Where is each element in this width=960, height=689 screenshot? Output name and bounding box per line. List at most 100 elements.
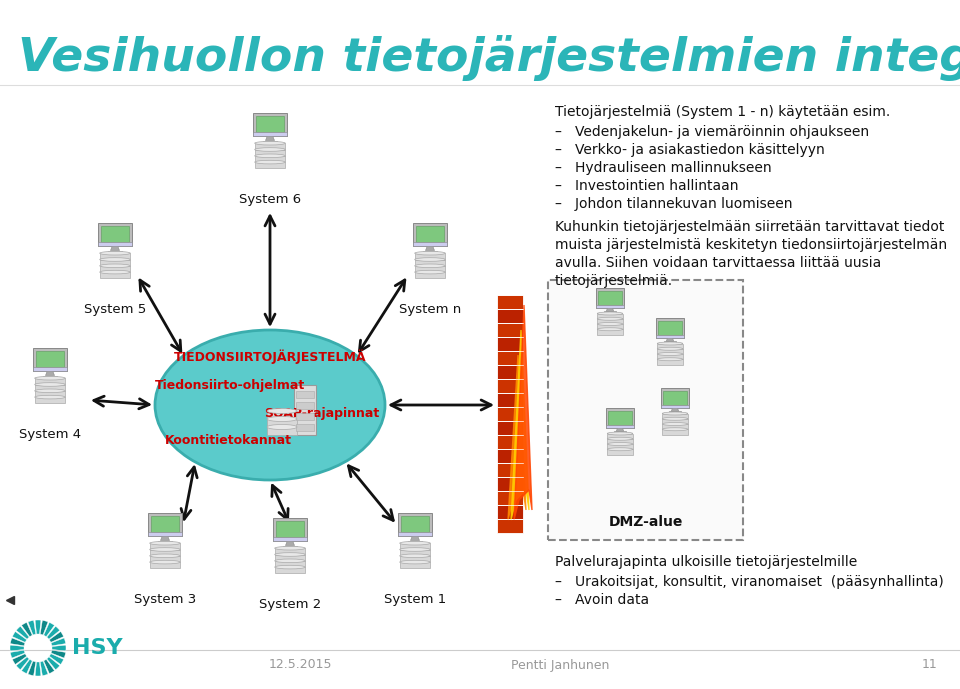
FancyBboxPatch shape (609, 411, 632, 424)
Ellipse shape (658, 358, 683, 361)
Wedge shape (28, 661, 36, 676)
Text: –   Avoin data: – Avoin data (555, 593, 649, 607)
FancyBboxPatch shape (664, 341, 676, 342)
FancyBboxPatch shape (662, 429, 687, 435)
FancyBboxPatch shape (497, 505, 523, 519)
Ellipse shape (275, 559, 305, 563)
FancyBboxPatch shape (273, 517, 307, 541)
FancyBboxPatch shape (660, 404, 689, 407)
FancyBboxPatch shape (497, 407, 523, 421)
Ellipse shape (267, 424, 297, 429)
FancyBboxPatch shape (497, 295, 523, 309)
FancyBboxPatch shape (497, 323, 523, 337)
FancyBboxPatch shape (497, 449, 523, 463)
Ellipse shape (35, 382, 65, 387)
Text: Pentti Janhunen: Pentti Janhunen (511, 659, 610, 672)
Text: TIEDONSIIRTOJÄRJESTELMÄ: TIEDONSIIRTOJÄRJESTELMÄ (174, 350, 367, 364)
Polygon shape (616, 427, 624, 431)
Text: Tiedonsiirto-ohjelmat: Tiedonsiirto-ohjelmat (155, 378, 305, 391)
Text: Koontitietokannat: Koontitietokannat (164, 433, 292, 446)
Wedge shape (16, 626, 29, 639)
FancyBboxPatch shape (148, 513, 182, 536)
Polygon shape (110, 246, 119, 251)
Text: SOAP-rajapinnat: SOAP-rajapinnat (264, 407, 379, 420)
Ellipse shape (597, 328, 623, 331)
FancyBboxPatch shape (662, 413, 687, 419)
Text: –   Hydrauliseen mallinnukseen: – Hydrauliseen mallinnukseen (555, 161, 772, 175)
Text: 11: 11 (923, 659, 938, 672)
FancyBboxPatch shape (415, 272, 445, 278)
FancyBboxPatch shape (497, 463, 523, 477)
FancyBboxPatch shape (608, 433, 633, 439)
Text: tietojärjestelmiä.: tietojärjestelmiä. (555, 274, 673, 288)
Wedge shape (36, 620, 41, 634)
FancyBboxPatch shape (273, 537, 307, 541)
Wedge shape (21, 622, 33, 637)
Ellipse shape (608, 448, 633, 451)
Ellipse shape (254, 147, 285, 152)
Ellipse shape (155, 330, 385, 480)
FancyBboxPatch shape (497, 435, 523, 449)
Polygon shape (671, 407, 679, 411)
Wedge shape (51, 638, 65, 646)
FancyBboxPatch shape (415, 253, 445, 260)
FancyBboxPatch shape (608, 444, 633, 449)
FancyBboxPatch shape (597, 329, 623, 334)
Ellipse shape (662, 428, 687, 431)
FancyBboxPatch shape (606, 424, 635, 427)
Ellipse shape (100, 270, 131, 274)
FancyBboxPatch shape (35, 384, 65, 391)
Wedge shape (44, 622, 55, 637)
FancyBboxPatch shape (415, 266, 445, 272)
FancyBboxPatch shape (662, 419, 687, 424)
FancyBboxPatch shape (267, 411, 297, 419)
Polygon shape (514, 305, 532, 520)
FancyBboxPatch shape (497, 379, 523, 393)
FancyBboxPatch shape (397, 533, 432, 536)
Wedge shape (36, 662, 41, 676)
Wedge shape (12, 654, 27, 664)
Text: –   Urakoitsijat, konsultit, viranomaiset  (pääsynhallinta): – Urakoitsijat, konsultit, viranomaiset … (555, 575, 944, 589)
Polygon shape (285, 541, 295, 546)
Text: DMZ-alue: DMZ-alue (609, 515, 683, 529)
FancyBboxPatch shape (656, 334, 684, 338)
FancyBboxPatch shape (33, 347, 67, 371)
Text: System 5: System 5 (84, 303, 146, 316)
FancyBboxPatch shape (669, 411, 681, 413)
Polygon shape (411, 536, 420, 540)
FancyBboxPatch shape (254, 162, 285, 168)
FancyBboxPatch shape (252, 132, 287, 136)
Ellipse shape (608, 442, 633, 446)
FancyBboxPatch shape (150, 543, 180, 550)
FancyBboxPatch shape (294, 385, 316, 435)
Text: –   Verkko- ja asiakastiedon käsittelyyn: – Verkko- ja asiakastiedon käsittelyyn (555, 143, 825, 157)
FancyBboxPatch shape (35, 397, 65, 403)
Ellipse shape (100, 264, 131, 267)
FancyBboxPatch shape (658, 349, 683, 354)
FancyBboxPatch shape (148, 533, 182, 536)
FancyBboxPatch shape (43, 376, 58, 378)
Text: 12.5.2015: 12.5.2015 (268, 659, 332, 672)
Wedge shape (47, 626, 60, 639)
Wedge shape (28, 620, 36, 635)
FancyBboxPatch shape (150, 556, 180, 562)
FancyBboxPatch shape (267, 419, 297, 427)
Ellipse shape (658, 347, 683, 350)
Ellipse shape (100, 251, 131, 255)
Ellipse shape (254, 154, 285, 158)
FancyBboxPatch shape (100, 272, 131, 278)
Polygon shape (607, 307, 613, 311)
Ellipse shape (597, 312, 623, 315)
Wedge shape (12, 632, 27, 642)
FancyBboxPatch shape (100, 266, 131, 272)
FancyBboxPatch shape (413, 243, 447, 246)
Polygon shape (160, 536, 170, 540)
FancyBboxPatch shape (33, 367, 67, 371)
Ellipse shape (275, 553, 305, 556)
FancyBboxPatch shape (658, 359, 683, 364)
Wedge shape (52, 645, 66, 651)
FancyBboxPatch shape (608, 449, 633, 455)
Ellipse shape (608, 432, 633, 435)
FancyBboxPatch shape (267, 427, 297, 435)
Text: Palvelurajapinta ulkoisille tietojärjestelmille: Palvelurajapinta ulkoisille tietojärjest… (555, 555, 857, 569)
